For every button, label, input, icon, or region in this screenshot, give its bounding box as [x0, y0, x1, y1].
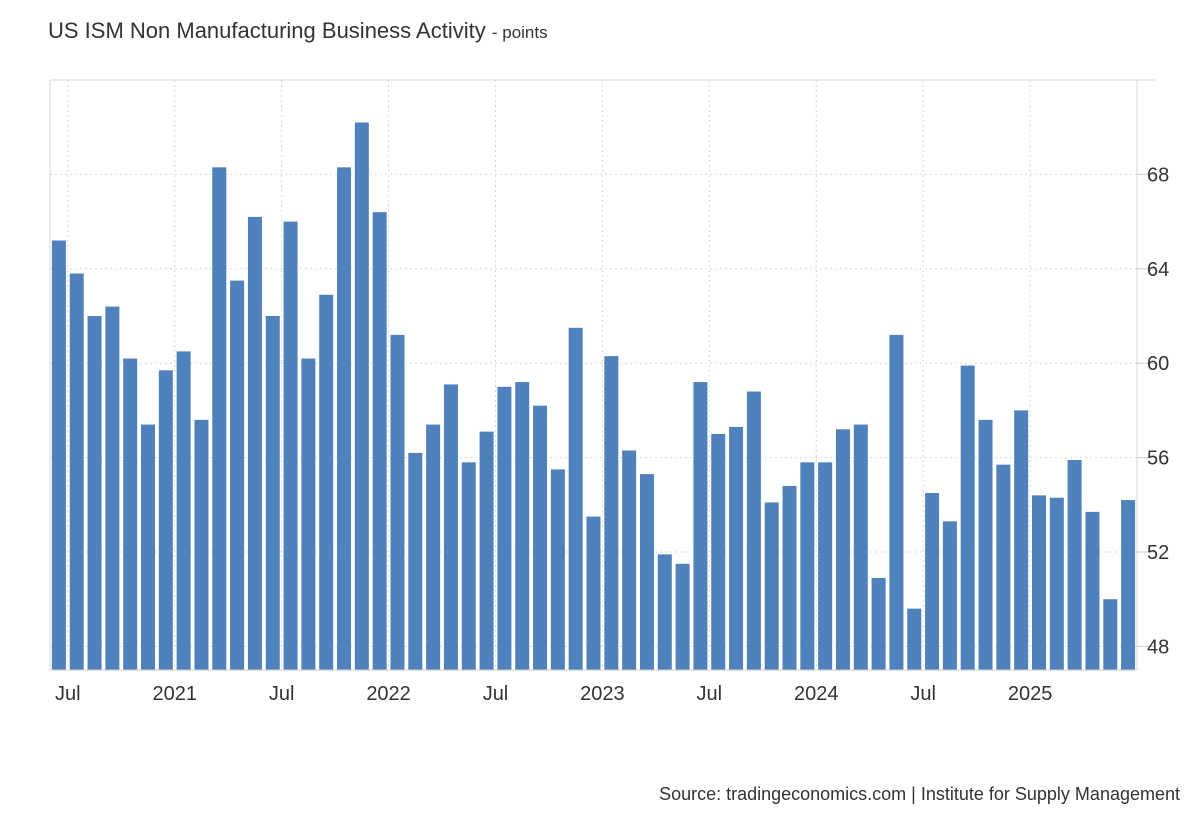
- x-tick-label: Jul: [910, 683, 936, 705]
- source-note: Source: tradingeconomics.com | Institute…: [659, 784, 1180, 804]
- bar: [372, 212, 387, 670]
- bar: [141, 424, 156, 670]
- x-tick-label: 2023: [580, 683, 625, 705]
- x-tick-label: 2021: [152, 683, 197, 705]
- bar: [479, 431, 494, 670]
- bar: [639, 474, 654, 670]
- bar: [194, 419, 209, 670]
- y-tick-label: 60: [1147, 353, 1169, 375]
- y-tick-label: 48: [1147, 636, 1169, 658]
- bar: [889, 334, 904, 670]
- bar: [907, 608, 922, 670]
- x-tick-label: 2022: [366, 683, 411, 705]
- bar: [1121, 500, 1136, 670]
- bar: [800, 462, 815, 670]
- bar: [996, 464, 1011, 670]
- bar: [176, 351, 191, 670]
- bar: [515, 382, 530, 670]
- bar: [461, 462, 476, 670]
- bar: [925, 493, 940, 670]
- bar: [1103, 599, 1118, 670]
- bar: [1049, 497, 1064, 670]
- bar: [746, 391, 761, 670]
- bar: [337, 167, 352, 670]
- bar: [443, 384, 458, 670]
- bar: [764, 502, 779, 670]
- bar: [1031, 495, 1046, 670]
- bar: [978, 419, 993, 670]
- bar: [942, 521, 957, 670]
- bar: [408, 452, 423, 670]
- bar: [604, 356, 619, 670]
- bars: [51, 122, 1136, 671]
- bar: [1014, 410, 1029, 670]
- bar: [729, 426, 744, 670]
- x-tick-label: 2024: [794, 683, 839, 705]
- bar: [497, 386, 512, 670]
- bar: [871, 577, 886, 670]
- x-tick-label: Jul: [697, 683, 723, 705]
- chart-title-text: US ISM Non Manufacturing Business Activi…: [48, 18, 486, 43]
- bar: [390, 334, 405, 670]
- bar: [568, 327, 583, 670]
- bar: [960, 365, 975, 670]
- y-tick-label: 52: [1147, 542, 1169, 564]
- x-tick-label: Jul: [483, 683, 509, 705]
- y-tick-label: 56: [1147, 448, 1169, 470]
- bar: [1085, 511, 1100, 670]
- chart-unit: - points: [491, 23, 548, 42]
- axes: 48 52 56 60 64 68 Jul 2021 Jul 2022 Jul 2023 Jul 2024…: [50, 164, 1169, 705]
- bar: [693, 382, 708, 670]
- bar: [265, 316, 280, 670]
- bar: [105, 306, 120, 670]
- bar: [782, 485, 797, 670]
- bar: [319, 294, 334, 670]
- y-tick-label: 68: [1147, 164, 1169, 186]
- bar: [283, 221, 298, 670]
- bar: [711, 434, 726, 670]
- bar: [835, 429, 850, 670]
- bar: [87, 316, 102, 670]
- bar: [853, 424, 868, 670]
- x-tick-label: Jul: [55, 683, 81, 705]
- bar: [586, 516, 601, 670]
- bar: [426, 424, 441, 670]
- bar: [212, 167, 227, 670]
- bar: [657, 554, 672, 670]
- bar: [123, 358, 138, 670]
- bar: [158, 370, 173, 670]
- bar: [354, 122, 369, 671]
- bar: [69, 273, 84, 670]
- bar: [247, 216, 262, 670]
- x-tick-label: 2025: [1008, 683, 1053, 705]
- bar: [550, 469, 565, 670]
- bar: [51, 240, 66, 671]
- bar: [818, 462, 833, 670]
- chart-title: US ISM Non Manufacturing Business Activi…: [48, 18, 548, 44]
- y-tick-label: 64: [1147, 259, 1169, 281]
- bar: [1067, 459, 1082, 670]
- x-tick-label: Jul: [269, 683, 295, 705]
- bar: [230, 280, 245, 670]
- bar: [533, 405, 548, 670]
- bar: [675, 563, 690, 670]
- bar: [301, 358, 316, 670]
- bar: [622, 450, 637, 670]
